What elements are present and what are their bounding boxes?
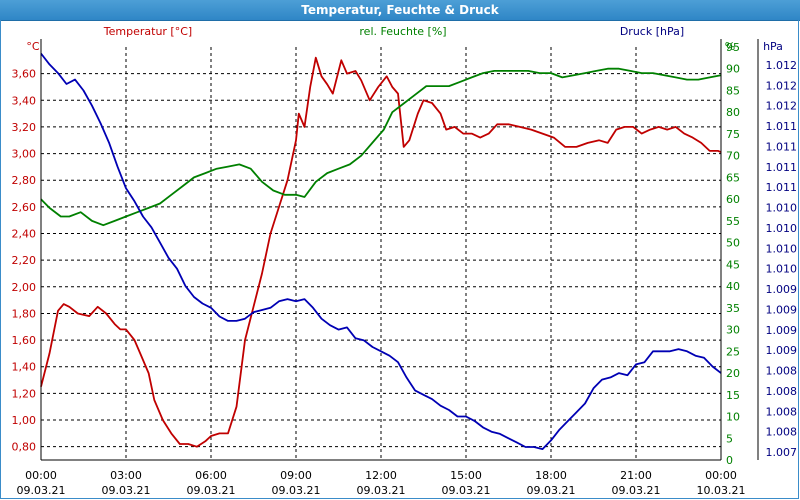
pressure-tick-label: 1.011	[766, 140, 798, 153]
pressure-tick-label: 1.011	[766, 181, 798, 194]
grid	[41, 47, 721, 460]
temperature-series-line	[40, 56, 722, 448]
pressure-tick-label: 1.008	[766, 405, 798, 418]
x-tick-date: 10.03.21	[697, 484, 746, 497]
pressure-tick-label: 1.011	[766, 120, 798, 133]
humidity-tick-label: 5	[726, 432, 733, 445]
x-tick-time: 12:00	[365, 469, 397, 482]
axis-labels: 00:00 09.03.21 03:00 09.03.21 06:00 09.03.21 0…	[12, 25, 798, 497]
humidity-tick-label: 80	[726, 106, 740, 119]
pressure-tick-label: 1.009	[766, 324, 798, 337]
humidity-tick-label: 95	[726, 41, 740, 54]
x-tick-date: 09.03.21	[102, 484, 151, 497]
x-tick-date: 09.03.21	[187, 484, 236, 497]
humidity-tick-label: 25	[726, 345, 740, 358]
x-tick-time: 00:00	[705, 469, 737, 482]
temperature-tick-label: 3,40	[12, 94, 37, 107]
pressure-tick-label: 1.009	[766, 283, 798, 296]
humidity-tick-label: 40	[726, 280, 740, 293]
pressure-tick-label: 1.012	[766, 59, 798, 72]
humidity-tick-label: 50	[726, 237, 740, 250]
x-tick-date: 09.03.21	[527, 484, 576, 497]
humidity-tick-label: 45	[726, 258, 740, 271]
pressure-tick-label: 1.007	[766, 446, 798, 459]
humidity-axis-title: rel. Feuchte [%]	[359, 25, 446, 38]
pressure-tick-label: 1.012	[766, 79, 798, 92]
x-tick-date: 09.03.21	[357, 484, 406, 497]
temperature-tick-label: 2,60	[12, 201, 37, 214]
temperature-tick-label: 2,00	[12, 281, 37, 294]
x-tick-date: 09.03.21	[272, 484, 321, 497]
temperature-tick-label: 0,80	[12, 441, 37, 454]
pressure-tick-label: 1.011	[766, 161, 798, 174]
x-tick-time: 21:00	[620, 469, 652, 482]
pressure-unit-label: hPa	[763, 40, 783, 53]
pressure-series-line	[40, 52, 722, 451]
pressure-tick-label: 1.010	[766, 263, 798, 276]
humidity-tick-label: 70	[726, 150, 740, 163]
humidity-tick-label: 30	[726, 324, 740, 337]
chart-title: Temperatur, Feuchte & Druck	[0, 0, 800, 21]
humidity-tick-label: 35	[726, 302, 740, 315]
pressure-tick-label: 1.008	[766, 426, 798, 439]
humidity-unit-label: %	[725, 40, 735, 53]
temperature-tick-label: 3,60	[12, 68, 37, 81]
humidity-tick-label: 65	[726, 171, 740, 184]
humidity-tick-label: 85	[726, 84, 740, 97]
temperature-unit-label: °C	[26, 40, 40, 53]
series-layer	[40, 52, 722, 451]
pressure-tick-label: 1.010	[766, 222, 798, 235]
pressure-tick-label: 1.012	[766, 100, 798, 113]
pressure-tick-label: 1.008	[766, 365, 798, 378]
pressure-tick-label: 1.009	[766, 344, 798, 357]
humidity-tick-label: 55	[726, 215, 740, 228]
temperature-tick-label: 3,20	[12, 121, 37, 134]
pressure-tick-label: 1.010	[766, 202, 798, 215]
humidity-tick-label: 60	[726, 193, 740, 206]
humidity-tick-label: 20	[726, 367, 740, 380]
temperature-tick-label: 1,60	[12, 334, 37, 347]
x-tick-time: 03:00	[110, 469, 142, 482]
temperature-tick-label: 2,20	[12, 254, 37, 267]
pressure-axis-title: Druck [hPa]	[620, 25, 684, 38]
humidity-series-line	[40, 67, 722, 227]
x-tick-time: 18:00	[535, 469, 567, 482]
x-tick-date: 09.03.21	[17, 484, 66, 497]
temperature-tick-label: 1,40	[12, 361, 37, 374]
pressure-tick-label: 1.009	[766, 303, 798, 316]
x-tick-time: 15:00	[450, 469, 482, 482]
temperature-tick-label: 1,80	[12, 307, 37, 320]
temperature-tick-label: 3,00	[12, 148, 37, 161]
pressure-tick-label: 1.008	[766, 385, 798, 398]
temperature-tick-label: 1,20	[12, 387, 37, 400]
axes-layer	[40, 39, 759, 461]
temperature-axis-title: Temperatur [°C]	[103, 25, 192, 38]
x-tick-time: 00:00	[25, 469, 57, 482]
temperature-tick-label: 1,00	[12, 414, 37, 427]
x-tick-date: 09.03.21	[442, 484, 491, 497]
humidity-tick-label: 10	[726, 411, 740, 424]
temperature-tick-label: 2,40	[12, 228, 37, 241]
humidity-tick-label: 90	[726, 63, 740, 76]
temperature-tick-label: 2,80	[12, 174, 37, 187]
humidity-tick-label: 0	[726, 454, 733, 467]
x-tick-date: 09.03.21	[612, 484, 661, 497]
humidity-tick-label: 15	[726, 389, 740, 402]
pressure-tick-label: 1.010	[766, 242, 798, 255]
x-tick-time: 06:00	[195, 469, 227, 482]
humidity-tick-label: 75	[726, 128, 740, 141]
x-tick-time: 09:00	[280, 469, 312, 482]
